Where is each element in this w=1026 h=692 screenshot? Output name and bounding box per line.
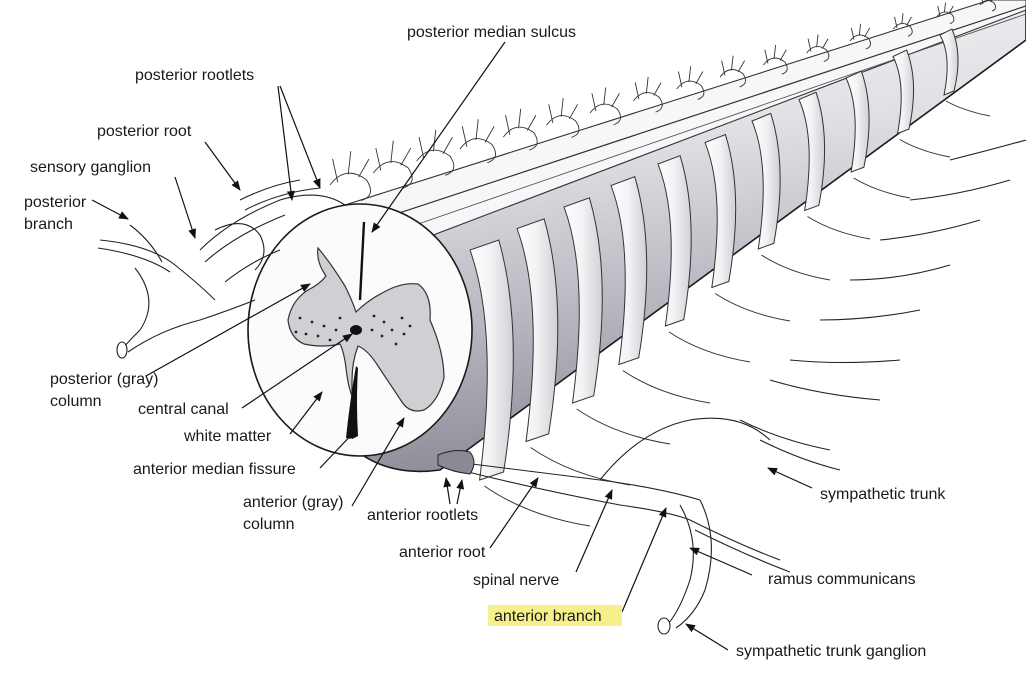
label-posterior-branch-2: branch: [24, 216, 73, 233]
posterior-branch-stump: [116, 341, 128, 359]
cross-section: [247, 203, 473, 457]
rootlet-tuft: [632, 76, 663, 113]
sympathetic-trunk-ganglion-shape: [657, 617, 671, 635]
label-posterior-branch-1: posterior: [24, 194, 87, 211]
gray-matter-dot: [304, 332, 308, 336]
anterior-nerves: [437, 139, 1026, 635]
label-anterior-rootlets: anterior rootlets: [367, 507, 478, 524]
segment-band: [704, 133, 737, 289]
anterior-median-fissure: [346, 366, 358, 439]
label-posterior-median-sulcus: posterior median sulcus: [407, 24, 576, 41]
segment-nerve: [622, 370, 711, 404]
segment-nerve: [668, 331, 751, 363]
label-posterior-gray-column-1: posterior (gray): [50, 371, 158, 388]
label-sympathetic-trunk: sympathetic trunk: [820, 486, 946, 503]
label-posterior-rootlets: posterior rootlets: [135, 67, 254, 84]
rootlet-tuft: [589, 87, 622, 126]
segment-band: [563, 197, 603, 404]
label-white-matter: white matter: [183, 428, 272, 445]
label-anterior-branch: anterior branch: [494, 608, 602, 625]
label-posterior-gray-column-2: column: [50, 393, 102, 410]
anterior-branch-highlight: [488, 605, 622, 626]
gray-matter-dots: [294, 314, 412, 346]
segment-band: [610, 176, 648, 366]
rootlet-tuft: [979, 0, 997, 12]
central-canal: [350, 325, 362, 335]
segment-band: [892, 49, 915, 135]
posterior-rootlet-tufts: [329, 0, 997, 202]
rootlet-tuft: [459, 119, 497, 164]
segment-nerve: [484, 485, 591, 527]
segment-nerve: [945, 100, 991, 117]
segmental-root-bands: [469, 28, 991, 527]
segment-band: [798, 91, 826, 212]
label-sympathetic-trunk-ganglion: sympathetic trunk ganglion: [736, 643, 926, 660]
gray-matter-dot: [390, 328, 394, 332]
label-anterior-root: anterior root: [399, 544, 486, 561]
gray-matter-dot: [316, 334, 320, 338]
leader-lines: [91, 41, 813, 651]
rootlet-tuft: [546, 98, 580, 138]
gray-matter: [287, 246, 445, 412]
posterior-nerves-left: [97, 179, 346, 359]
label-anterior-gray-column-2: column: [243, 516, 295, 533]
gray-matter-dot: [408, 324, 412, 328]
rootlet-tuft: [676, 66, 705, 100]
rootlet-tuft: [416, 129, 455, 176]
segment-nerve: [714, 293, 791, 322]
label-anterior-gray-column-1: anterior (gray): [243, 494, 343, 511]
label-ramus-communicans: ramus communicans: [768, 571, 916, 588]
gray-matter-dot: [298, 316, 302, 320]
gray-matter-dot: [294, 330, 298, 334]
segment-band: [516, 218, 559, 443]
gray-matter-dot: [372, 314, 376, 318]
label-anterior-median-fissure: anterior median fissure: [133, 461, 296, 478]
label-central-canal: central canal: [138, 401, 229, 418]
label-spinal-nerve: spinal nerve: [473, 572, 559, 589]
segment-nerve: [761, 254, 831, 281]
rootlet-tuft: [762, 45, 788, 75]
anterior-rootlets-shape: [437, 450, 475, 475]
posterior-median-sulcus: [358, 221, 366, 301]
gray-matter-dot: [402, 332, 406, 336]
gray-matter-dot: [334, 328, 338, 332]
gray-matter-dot: [394, 342, 398, 346]
segment-band: [751, 112, 781, 250]
segment-band: [845, 70, 870, 173]
rootlet-tuft: [849, 23, 872, 50]
rootlet-tuft: [806, 34, 830, 62]
gray-matter-dot: [322, 324, 326, 328]
rootlet-tuft: [372, 140, 413, 189]
rootlet-tuft: [936, 2, 955, 25]
rootlet-tuft: [892, 13, 913, 37]
labels: posterior median sulcus posterior rootle…: [24, 24, 946, 660]
posterior-median-sulcus-groove: [371, 5, 1026, 223]
gray-matter-dot: [382, 320, 386, 324]
gray-matter-dot: [338, 316, 342, 320]
rootlet-tuft: [329, 151, 371, 202]
label-posterior-root: posterior root: [97, 123, 192, 140]
label-sensory-ganglion: sensory ganglion: [30, 159, 151, 176]
gray-matter-dot: [310, 320, 314, 324]
segment-nerve: [853, 177, 911, 199]
gray-matter-dot: [328, 338, 332, 342]
segment-nerve: [899, 139, 951, 158]
segment-band: [939, 28, 959, 96]
segment-band: [469, 239, 514, 481]
rootlet-tuft: [502, 108, 538, 151]
gray-matter-dot: [370, 328, 374, 332]
gray-matter-dot: [400, 316, 404, 320]
segment-nerve: [530, 447, 631, 486]
segment-nerve: [576, 408, 671, 445]
gray-matter-dot: [380, 334, 384, 338]
segment-nerve: [807, 216, 871, 240]
rootlet-tuft: [719, 55, 747, 88]
segment-band: [657, 154, 692, 327]
